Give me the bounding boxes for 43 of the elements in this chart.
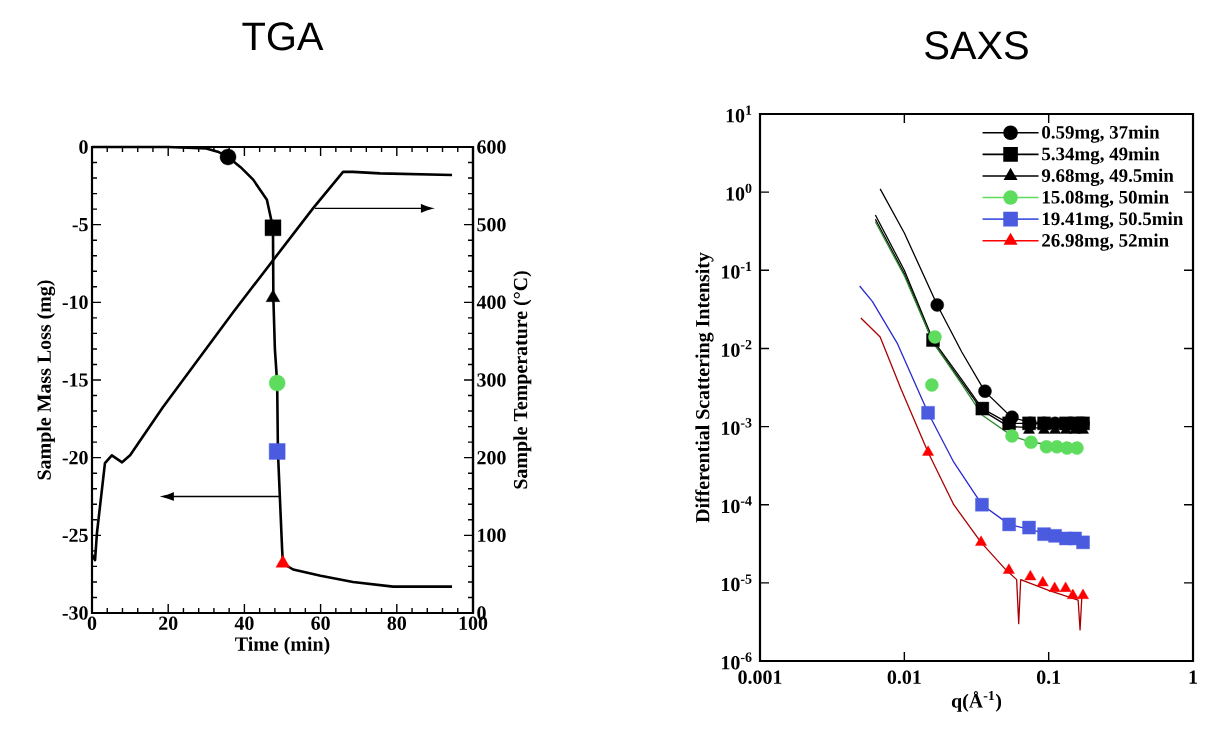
x-axis-title: q(Å$^{-1}$) <box>951 690 1002 712</box>
y-tick-label: -30 <box>62 606 88 620</box>
legend-label: 9.68mg, 49.5min <box>1041 168 1174 186</box>
y2-tick-label: 300 <box>477 373 506 387</box>
y-axis-title: Differential Scattering Intensity <box>695 252 714 523</box>
y-tick-label: -20 <box>62 450 88 465</box>
y-tick-label: 10$^{-3}$ <box>722 418 752 436</box>
y-tick-label: 10$^{-2}$ <box>722 339 752 357</box>
legend-label: 5.34mg, 49min <box>1042 147 1160 165</box>
x-tick-label: 80 <box>387 616 407 630</box>
y2-tick-label: 500 <box>477 217 506 232</box>
x-tick-label: 0.001 <box>738 670 782 685</box>
x-tick-label: 0.01 <box>887 670 921 685</box>
y-tick-label: 10$^{-5}$ <box>722 574 752 592</box>
y-tick-label: 10$^{-6}$ <box>722 652 752 670</box>
y-tick-label: 0 <box>79 140 88 154</box>
y-tick-label: 10$^{-1}$ <box>722 261 752 279</box>
chart-title: TGA <box>242 22 324 51</box>
y2-axis-title: Sample Temperature (°C) <box>513 271 532 489</box>
x-tick-label: 1 <box>1189 670 1197 684</box>
y2-tick-label: 400 <box>476 295 506 310</box>
x-tick-label: 0 <box>87 616 97 630</box>
y-tick-label: -25 <box>62 528 88 543</box>
legend-label: 19.41mg, 50.5min <box>1042 211 1184 230</box>
y2-tick-label: 100 <box>478 528 506 543</box>
y2-tick-label: 600 <box>477 140 506 154</box>
legend-label: 0.59mg, 37min <box>1042 125 1160 143</box>
y-tick-label: -5 <box>72 218 88 232</box>
x-tick-label: 0.1 <box>1036 670 1061 685</box>
y-axis-title: Sample Mass Loss (mg) <box>36 280 56 480</box>
y-tick-label: -10 <box>62 295 88 310</box>
legend-label: 26.98mg, 52min <box>1042 233 1169 251</box>
x-tick-label: 20 <box>159 616 178 630</box>
y2-tick-label: 200 <box>477 450 506 465</box>
x-tick-label: 60 <box>311 616 330 630</box>
y-tick-label: 10$^{1}$ <box>726 105 752 123</box>
y-tick-label: 10$^{-4}$ <box>722 496 752 514</box>
legend-label: 15.08mg, 50min <box>1042 190 1169 208</box>
x-tick-label: 40 <box>234 616 254 630</box>
y-tick-label: -15 <box>62 373 88 387</box>
y-tick-label: 10$^{0}$ <box>726 183 752 201</box>
chart-title: SAXS <box>925 31 1028 60</box>
x-axis-title: Time (min) <box>235 636 330 655</box>
